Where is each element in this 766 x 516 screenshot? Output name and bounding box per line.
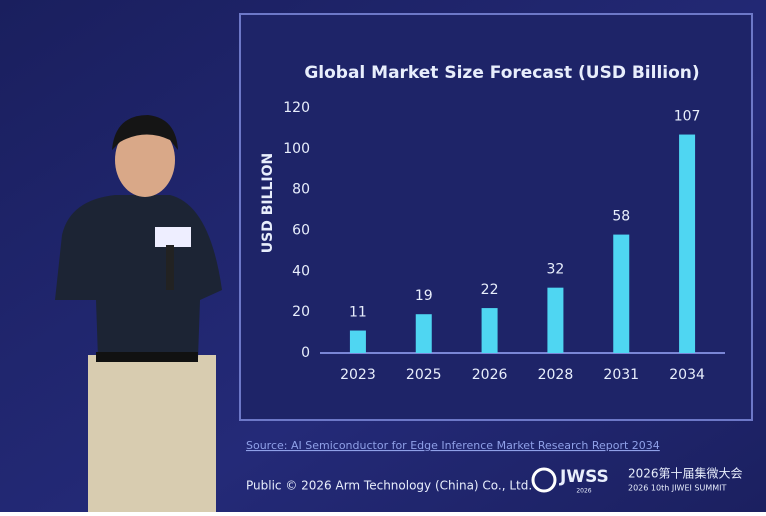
y-tick-label: 120 bbox=[283, 100, 310, 116]
data-label: 107 bbox=[674, 109, 701, 125]
logo: JWSS bbox=[559, 467, 609, 487]
bar bbox=[679, 134, 696, 353]
bar bbox=[547, 287, 564, 353]
y-tick-label: 20 bbox=[292, 304, 310, 320]
data-label: 11 bbox=[349, 305, 367, 321]
y-tick-label: 100 bbox=[283, 141, 310, 157]
bar bbox=[481, 308, 498, 353]
data-label: 32 bbox=[547, 262, 565, 278]
chart-title: Global Market Size Forecast (USD Billion… bbox=[304, 63, 699, 83]
source: Source: AI Semiconductor for Edge Infere… bbox=[246, 439, 660, 452]
logo-icon bbox=[531, 467, 557, 493]
x-tick-label: 2023 bbox=[340, 367, 376, 383]
y-tick-label: 40 bbox=[292, 263, 310, 279]
x-tick-label: 2034 bbox=[669, 367, 705, 383]
bar bbox=[613, 234, 630, 353]
data-label: 58 bbox=[612, 209, 630, 225]
bar bbox=[349, 330, 366, 353]
x-tick-label: 2028 bbox=[538, 367, 574, 383]
x-tick-label: 2025 bbox=[406, 367, 442, 383]
x-tick-label: 2031 bbox=[603, 367, 639, 383]
data-label: 19 bbox=[415, 288, 433, 304]
event-name-cn: 2026第十届集微大会 bbox=[628, 466, 743, 481]
bar bbox=[415, 314, 432, 353]
data-label: 22 bbox=[481, 282, 499, 298]
y-tick-label: 80 bbox=[292, 182, 310, 198]
footer: Public © 2026 Arm Technology (China) Co.… bbox=[246, 479, 532, 493]
speaker bbox=[55, 115, 222, 512]
logo-year: 2026 bbox=[576, 488, 591, 495]
event-name-en: 2026 10th JIWEI SUMMIT bbox=[628, 484, 727, 493]
y-tick-label: 0 bbox=[301, 345, 310, 361]
y-axis-label: USD BILLION bbox=[260, 153, 276, 254]
x-tick-label: 2026 bbox=[472, 367, 508, 383]
y-tick-label: 60 bbox=[292, 223, 310, 239]
